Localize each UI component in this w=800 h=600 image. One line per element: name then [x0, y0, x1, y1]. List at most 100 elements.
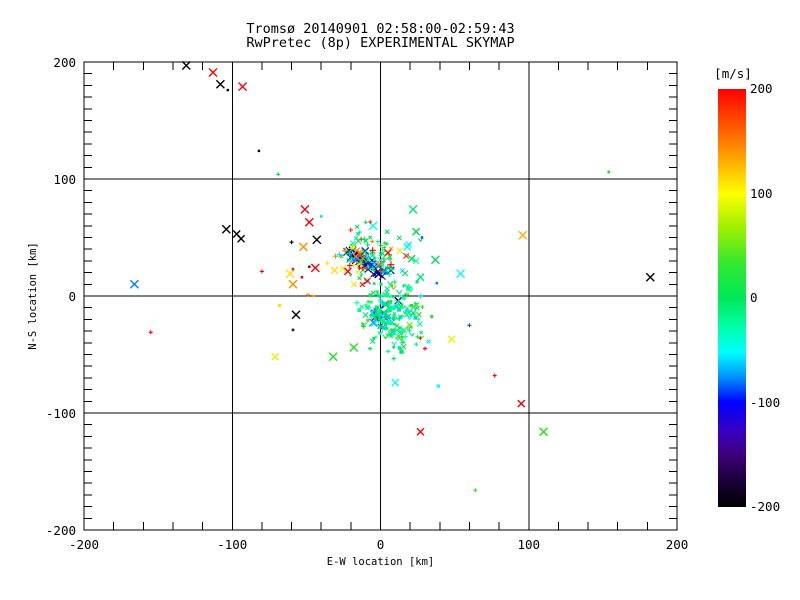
- data-point: [418, 293, 424, 299]
- data-point: [330, 266, 339, 275]
- data-point: [407, 254, 416, 263]
- data-point: [404, 292, 410, 297]
- colorbar-tick-label: 0: [750, 290, 758, 305]
- velocity-colorbar: [718, 89, 746, 507]
- data-point: [399, 331, 404, 336]
- data-point: [392, 332, 396, 336]
- data-point: [378, 325, 382, 329]
- colorbar-tick-label: 200: [750, 81, 773, 96]
- data-point: [401, 284, 406, 288]
- data-point: [304, 217, 314, 227]
- data-point: [369, 247, 376, 254]
- data-point: [406, 321, 413, 328]
- x-tick-label: 200: [665, 537, 689, 552]
- data-point: [369, 311, 375, 317]
- data-point: [387, 256, 393, 262]
- data-point: [278, 303, 282, 307]
- data-point: [342, 247, 348, 254]
- data-point: [378, 312, 383, 317]
- data-point: [418, 238, 423, 243]
- data-point: [415, 334, 420, 339]
- data-point: [370, 266, 375, 271]
- data-point: [257, 149, 261, 153]
- data-point: [435, 281, 439, 285]
- data-point: [237, 234, 246, 243]
- data-point: [396, 307, 402, 312]
- data-point: [347, 262, 353, 269]
- data-point: [387, 261, 395, 269]
- data-point: [346, 250, 353, 257]
- data-point: [539, 427, 549, 437]
- data-point: [473, 488, 478, 493]
- x-tick-label: 100: [517, 537, 541, 552]
- data-point: [352, 253, 359, 260]
- data-point: [300, 204, 310, 214]
- data-point: [404, 305, 410, 310]
- data-point: [400, 327, 408, 334]
- data-point: [456, 269, 466, 279]
- data-point: [410, 310, 417, 316]
- data-point: [349, 343, 359, 352]
- data-point: [384, 302, 390, 307]
- data-point: [332, 253, 339, 259]
- data-point: [408, 285, 413, 290]
- data-point: [360, 322, 365, 327]
- data-point: [406, 315, 413, 321]
- data-point: [361, 265, 368, 271]
- data-point: [285, 269, 295, 279]
- data-point: [226, 88, 230, 92]
- data-point: [399, 349, 404, 354]
- data-point: [375, 260, 383, 268]
- data-point: [379, 250, 386, 257]
- data-point: [396, 333, 401, 339]
- data-point: [397, 303, 404, 310]
- data-point: [336, 252, 343, 258]
- data-point: [387, 281, 394, 286]
- data-point: [419, 335, 425, 339]
- data-point: [382, 245, 387, 250]
- data-point: [393, 322, 397, 327]
- x-tick-label: 0: [376, 537, 385, 552]
- data-point: [386, 271, 393, 278]
- colorbar-unit-label: [m/s]: [714, 66, 752, 81]
- data-point: [430, 255, 440, 265]
- data-point: [405, 241, 413, 248]
- colorbar-tick-label: -100: [750, 394, 781, 410]
- data-point: [388, 320, 393, 326]
- data-point: [369, 338, 376, 344]
- data-point: [394, 336, 401, 342]
- data-point: [396, 289, 403, 295]
- data-point: [384, 285, 391, 292]
- data-point: [238, 82, 248, 92]
- data-point: [388, 299, 393, 304]
- data-point: [310, 263, 320, 273]
- data-point: [368, 346, 373, 351]
- data-point: [291, 267, 295, 271]
- data-point: [394, 327, 400, 333]
- data-point: [388, 246, 394, 251]
- data-point: [379, 282, 383, 286]
- data-point: [357, 308, 362, 313]
- data-point: [300, 276, 304, 279]
- data-point: [412, 227, 421, 236]
- data-point: [383, 313, 389, 319]
- data-point: [375, 290, 379, 294]
- data-point: [391, 316, 396, 321]
- data-point: [388, 332, 392, 337]
- data-point: [379, 318, 383, 322]
- data-point: [377, 295, 382, 299]
- data-point: [394, 304, 399, 309]
- data-point: [308, 265, 311, 269]
- data-point: [407, 288, 414, 293]
- data-point: [276, 172, 281, 177]
- data-point: [372, 257, 377, 262]
- data-point: [365, 254, 370, 259]
- plot-title-line1: Tromsø 20140901 02:58:00-02:59:43: [246, 21, 515, 37]
- data-point: [391, 356, 396, 361]
- y-tick-label: 200: [53, 54, 76, 70]
- data-point: [370, 239, 375, 244]
- data-point: [607, 170, 611, 174]
- data-point: [401, 305, 406, 309]
- data-point: [381, 302, 386, 306]
